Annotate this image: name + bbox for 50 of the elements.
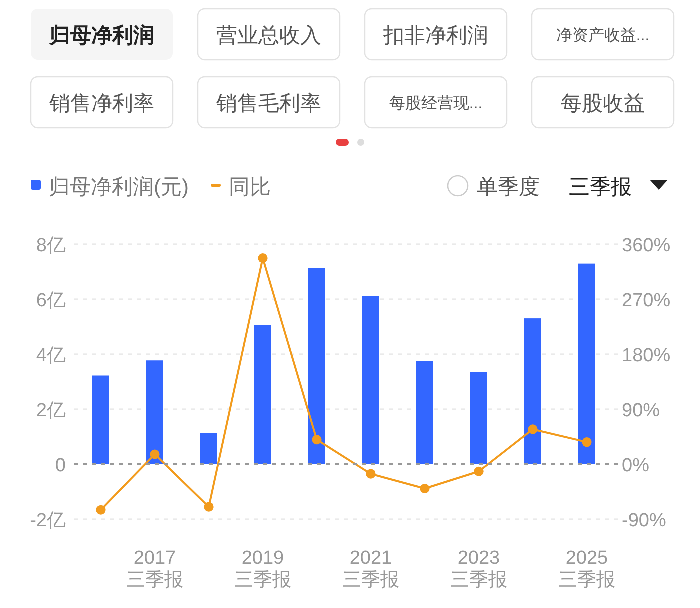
text: 三季报 — [569, 176, 632, 199]
point — [312, 435, 322, 445]
bar — [524, 318, 542, 464]
bar — [578, 264, 596, 464]
point — [366, 469, 376, 479]
bar — [146, 360, 164, 464]
button: 每股经营现... — [364, 76, 508, 129]
point — [258, 254, 268, 264]
button: 营业总收入 — [197, 8, 341, 61]
button: 销售净利率 — [30, 76, 174, 129]
legend-item: 同比 — [211, 176, 271, 199]
x-tick-label: 2021 三季报 — [342, 548, 400, 591]
button: 销售毛利率 — [197, 76, 341, 129]
point — [474, 466, 484, 476]
legend-item: 归母净利润(元) — [31, 176, 189, 199]
y-tick-label: 6亿 — [36, 290, 66, 312]
y-tick-label: 8亿 — [36, 235, 66, 256]
button: 扣非净利润 — [364, 8, 508, 61]
legend-label: 同比 — [229, 176, 271, 199]
button: 归母净利润 — [31, 9, 173, 60]
y2-tick-label: 180% — [622, 345, 671, 366]
y2-tick-label: -90% — [622, 510, 666, 532]
y-tick-label: 2亿 — [36, 400, 66, 422]
x-tick-label: 2023 三季报 — [450, 548, 508, 591]
y2-tick-label: 0% — [622, 455, 650, 476]
point — [528, 424, 538, 434]
button: 净资产收益... — [531, 8, 675, 61]
point — [150, 450, 160, 460]
y2-tick-label: 90% — [622, 400, 660, 422]
button: 每股收益 — [531, 76, 675, 129]
bar — [254, 325, 272, 464]
point — [96, 505, 106, 515]
text: 单季度 — [477, 176, 540, 199]
x-tick-label: 2019 三季报 — [234, 548, 292, 591]
bar — [470, 372, 488, 464]
bar — [200, 434, 218, 464]
bar — [308, 268, 326, 464]
y2-tick-label: 360% — [622, 235, 671, 256]
point — [420, 484, 430, 494]
bar — [416, 361, 434, 464]
bar — [362, 296, 380, 464]
y2-tick-label: 270% — [622, 290, 671, 312]
y-tick-label: -2亿 — [30, 510, 66, 532]
bar — [92, 376, 110, 464]
y-tick-label: 4亿 — [36, 345, 66, 366]
y-tick-label: 0 — [55, 455, 66, 476]
point — [582, 438, 592, 448]
x-tick-label: 2025 三季报 — [558, 548, 616, 591]
x-tick-label: 2017 三季报 — [126, 548, 184, 591]
point — [204, 502, 214, 512]
